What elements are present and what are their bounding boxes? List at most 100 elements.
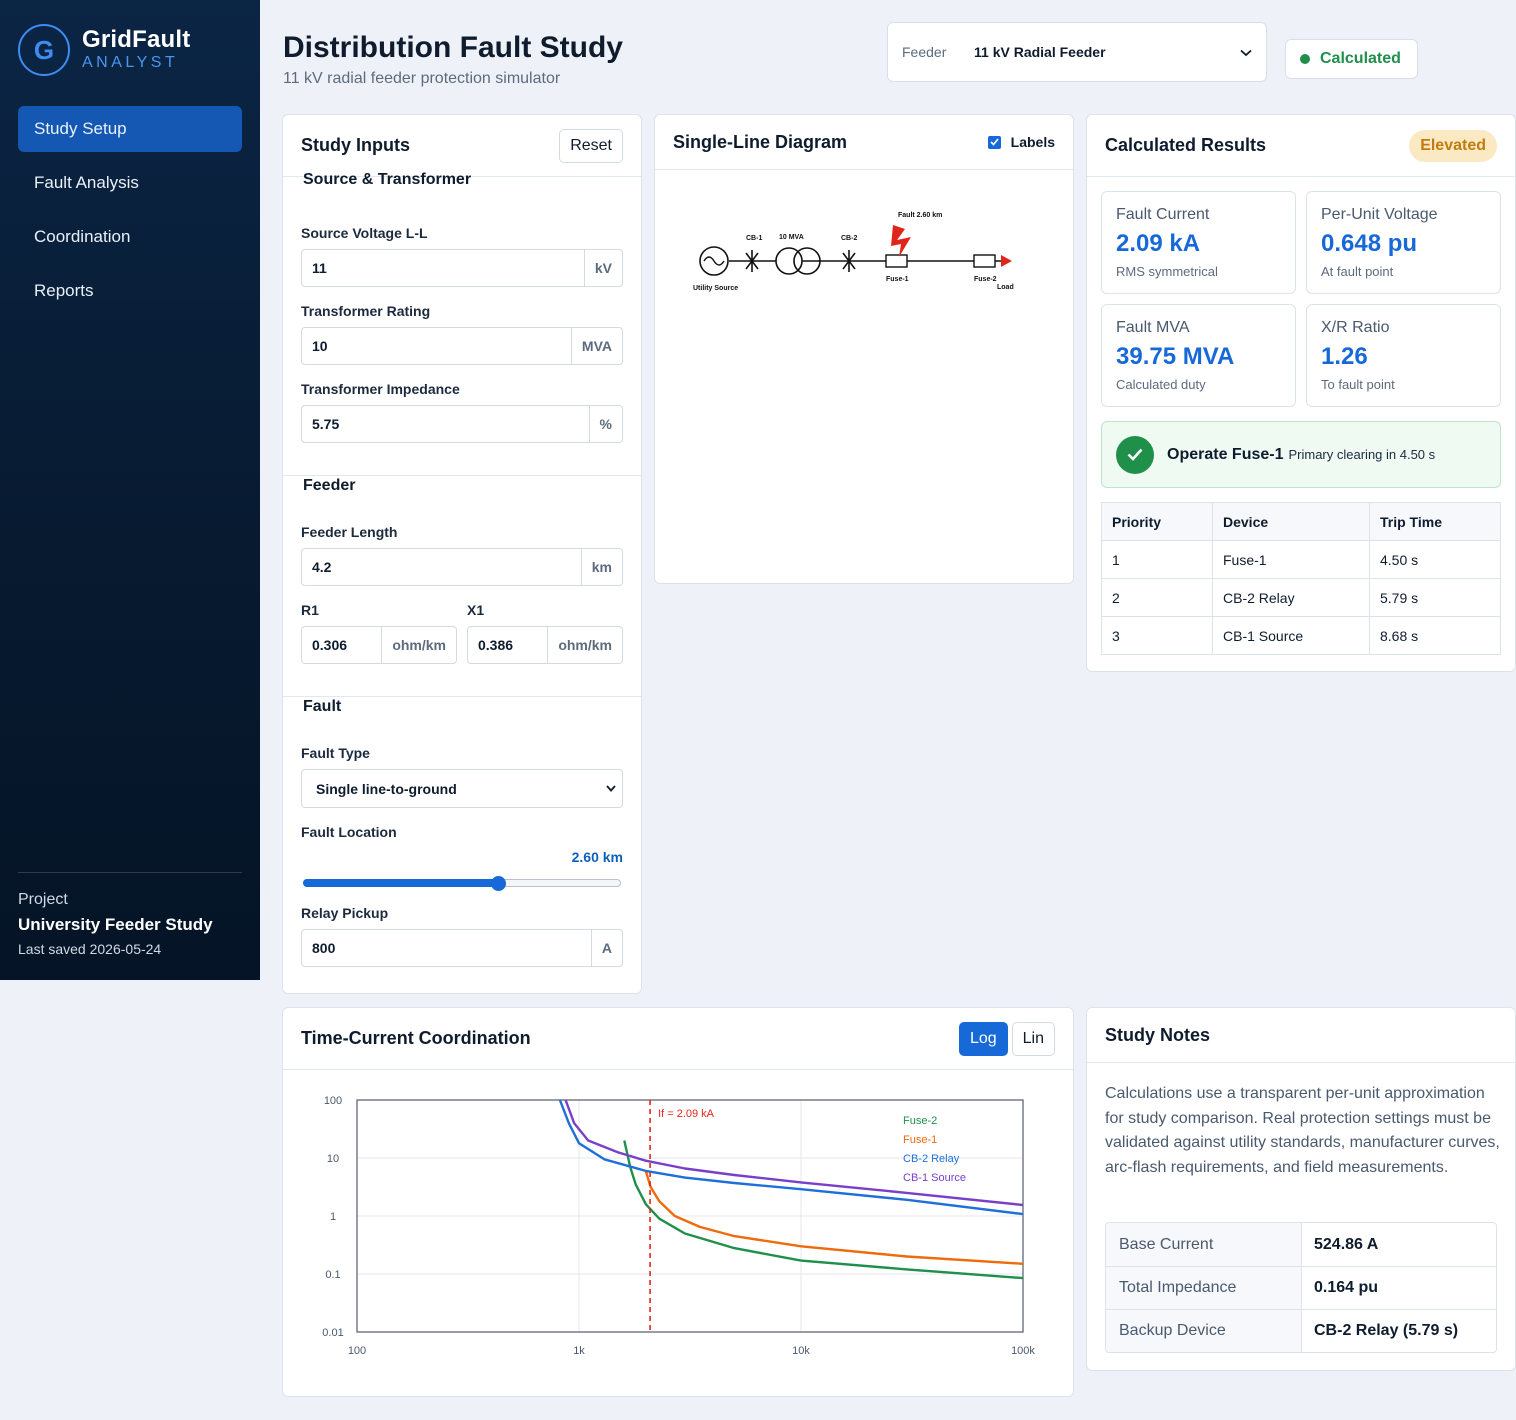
study-notes-card: Study Notes Calculations use a transpare… xyxy=(1086,1007,1516,1371)
feeder-length-field[interactable]: 4.2 km xyxy=(301,548,623,586)
chevron-down-icon xyxy=(1240,44,1252,60)
xr-ratio-value: 1.26 xyxy=(1321,343,1368,370)
fault-location-value: 2.60 km xyxy=(571,849,623,865)
r1-value: 0.306 xyxy=(312,637,348,653)
y-tick-label: 10 xyxy=(327,1153,339,1165)
operate-subtitle: Primary clearing in 4.50 s xyxy=(1288,447,1436,462)
labels-checkbox[interactable] xyxy=(987,135,1001,149)
fault-type-label: Fault Type xyxy=(301,745,370,761)
load-arrow-icon xyxy=(1001,255,1012,267)
r1-unit: ohm/km xyxy=(381,627,456,663)
brand-subtitle: ANALYST xyxy=(82,54,179,71)
fault-current-marker-label: If = 2.09 kA xyxy=(658,1108,715,1120)
relay-pickup-value: 800 xyxy=(312,940,336,956)
table-row: 3 CB-1 Source 8.68 s xyxy=(1101,616,1501,655)
feeder-length-unit: km xyxy=(580,549,622,585)
x-tick-label: 10k xyxy=(792,1345,810,1357)
transformer-impedance-field[interactable]: 5.75 % xyxy=(301,405,623,443)
notes-key: Backup Device xyxy=(1106,1310,1302,1352)
relay-pickup-label: Relay Pickup xyxy=(301,905,389,921)
nav-item-study-setup[interactable]: Study Setup xyxy=(18,106,242,152)
table-row: 1 Fuse-1 4.50 s xyxy=(1101,540,1501,579)
source-voltage-field[interactable]: 11 kV xyxy=(301,249,623,287)
nav-item-coordination[interactable]: Coordination xyxy=(34,227,131,246)
tcc-card: Time-Current Coordination Log Lin 100 1k 1… xyxy=(282,1007,1074,1397)
fault-current-metric: Fault Current 2.09 kA RMS symmetrical xyxy=(1101,191,1296,294)
slider-thumb[interactable] xyxy=(490,876,506,891)
x1-field[interactable]: 0.386 ohm/km xyxy=(467,626,623,664)
notes-summary-table: Base Current 524.86 A Total Impedance 0.… xyxy=(1105,1222,1497,1353)
source-voltage-label: Source Voltage L-L xyxy=(301,225,428,241)
table-row: 2 CB-2 Relay 5.79 s xyxy=(1101,578,1501,617)
fuse2-label: Fuse-2 xyxy=(974,276,997,283)
study-inputs-card: Study Inputs Reset Source & Transformer … xyxy=(282,114,642,994)
nav-item-reports[interactable]: Reports xyxy=(34,281,94,300)
linear-scale-button[interactable]: Lin xyxy=(1011,1021,1055,1056)
fault-mva-label: Fault MVA xyxy=(1116,319,1190,336)
feeder-select-value: 11 kV Radial Feeder xyxy=(974,44,1106,60)
transformer-symbol xyxy=(775,247,821,275)
transformer-rating-field[interactable]: 10 MVA xyxy=(301,327,623,365)
series-line-fuse-2 xyxy=(623,1140,1024,1280)
elevated-badge: Elevated xyxy=(1409,129,1497,162)
brand-logo: G xyxy=(18,24,70,76)
transformer-impedance-value: 5.75 xyxy=(312,416,340,432)
feeder-select-label: Feeder xyxy=(902,44,947,60)
xr-ratio-sub: To fault point xyxy=(1321,377,1395,392)
fuse2-symbol xyxy=(973,254,996,268)
notes-key: Base Current xyxy=(1106,1223,1302,1266)
fault-type-select[interactable]: Single line-to-ground xyxy=(301,769,623,808)
notes-key: Total Impedance xyxy=(1106,1267,1302,1309)
xr-ratio-label: X/R Ratio xyxy=(1321,319,1390,336)
table-header-trip-time: Trip Time xyxy=(1369,502,1501,541)
page-subtitle: 11 kV radial feeder protection simulator xyxy=(283,70,561,87)
series-line-cb-1-source xyxy=(564,1099,1024,1207)
source-voltage-value: 11 xyxy=(312,260,327,276)
reset-button[interactable]: Reset xyxy=(559,128,623,163)
labels-toggle[interactable]: Labels xyxy=(987,134,1055,150)
pu-voltage-metric: Per-Unit Voltage 0.648 pu At fault point xyxy=(1306,191,1501,294)
notes-text: Calculations use a transparent per-unit … xyxy=(1105,1085,1500,1176)
x-tick-label: 100k xyxy=(1011,1345,1035,1357)
fault-location-label: Fault Location xyxy=(301,824,397,840)
project-info: Project University Feeder Study Last sav… xyxy=(18,872,242,957)
tcc-title: Time-Current Coordination xyxy=(301,1028,531,1048)
section-divider xyxy=(283,475,641,476)
x1-unit: ohm/km xyxy=(547,627,622,663)
section-divider xyxy=(283,696,641,697)
notes-title: Study Notes xyxy=(1105,1024,1211,1045)
project-name: University Feeder Study xyxy=(18,915,213,934)
relay-pickup-field[interactable]: 800 A xyxy=(301,929,623,967)
r1-field[interactable]: 0.306 ohm/km xyxy=(301,626,457,664)
feeder-select[interactable]: Feeder 11 kV Radial Feeder xyxy=(887,22,1267,82)
fault-mva-sub: Calculated duty xyxy=(1116,377,1206,392)
fault-type-value: Single line-to-ground xyxy=(316,780,457,797)
transformer-impedance-label: Transformer Impedance xyxy=(301,381,460,397)
notes-row: Backup Device CB-2 Relay (5.79 s) xyxy=(1106,1309,1496,1352)
section-fault: Fault xyxy=(303,698,342,715)
pu-voltage-label: Per-Unit Voltage xyxy=(1321,206,1438,223)
fault-location-slider[interactable] xyxy=(301,869,623,899)
table-cell: 4.50 s xyxy=(1369,540,1501,579)
nav-item-fault-analysis[interactable]: Fault Analysis xyxy=(34,173,139,192)
fault-lightning-icon xyxy=(891,225,911,257)
project-last-saved: Last saved 2026-05-24 xyxy=(18,941,162,957)
check-circle-icon xyxy=(1116,435,1154,474)
sidebar-nav: Study Setup Fault Analysis Coordination … xyxy=(18,106,242,322)
transformer-rating-unit: MVA xyxy=(570,328,622,364)
fault-current-sub: RMS symmetrical xyxy=(1116,264,1218,279)
single-line-diagram: Utility Source CB-1 10 MVA CB-2 Fuse-1 F… xyxy=(693,212,1014,292)
brand: G GridFault ANALYST xyxy=(18,24,190,76)
sidebar: G GridFault ANALYST Study Setup Fault An… xyxy=(0,0,260,980)
legend-entry: CB-1 Source xyxy=(903,1172,966,1184)
xr-ratio-metric: X/R Ratio 1.26 To fault point xyxy=(1306,304,1501,407)
fault-mva-value: 39.75 MVA xyxy=(1116,343,1235,370)
x-tick-label: 100 xyxy=(348,1345,366,1357)
fault-location-marker-label: Fault 2.60 km xyxy=(898,212,942,219)
log-scale-button[interactable]: Log xyxy=(958,1021,1008,1056)
cb2-label: CB-2 xyxy=(841,235,857,242)
cb1-label: CB-1 xyxy=(746,235,762,242)
feeder-length-label: Feeder Length xyxy=(301,524,398,540)
utility-source-label: Utility Source xyxy=(693,285,738,292)
notes-row: Base Current 524.86 A xyxy=(1106,1223,1496,1266)
